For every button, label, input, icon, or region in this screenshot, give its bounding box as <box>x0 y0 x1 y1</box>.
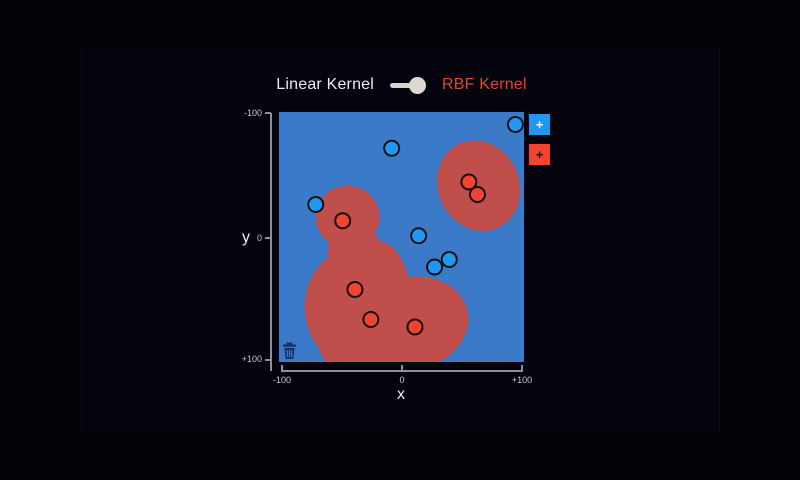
data-point-class-red[interactable] <box>460 173 478 191</box>
y-axis-tick <box>265 112 271 114</box>
y-tick-label: +100 <box>241 354 262 364</box>
plot-area[interactable] <box>279 112 524 362</box>
decision-region-blob <box>437 140 521 232</box>
x-axis-tick <box>281 365 283 370</box>
add-red-point-button[interactable]: + <box>529 144 550 165</box>
linear-kernel-label: Linear Kernel <box>276 76 375 93</box>
x-axis-tick <box>401 365 403 370</box>
y-axis-label: y <box>242 229 250 246</box>
data-point-class-red[interactable] <box>468 186 486 203</box>
x-tick-label: -100 <box>272 375 291 385</box>
plot-svg[interactable] <box>279 112 524 362</box>
y-axis-line <box>270 113 272 371</box>
data-point-class-blue[interactable] <box>426 258 444 276</box>
data-point-class-blue[interactable] <box>410 227 428 245</box>
data-point-class-blue[interactable] <box>307 196 325 213</box>
y-axis-tick <box>265 359 271 361</box>
x-axis-line <box>281 370 523 372</box>
toggle-knob[interactable] <box>409 76 427 94</box>
data-point-class-red[interactable] <box>406 318 424 336</box>
x-axis-tick <box>521 365 523 370</box>
y-axis-tick <box>265 237 271 239</box>
x-axis-label: x <box>397 386 405 403</box>
add-blue-point-button[interactable]: + <box>529 114 550 135</box>
data-point-class-blue[interactable] <box>383 139 401 157</box>
app-panel: Linear Kernel RBF Kernel -100 0 +100 y -… <box>81 48 720 432</box>
toggle-track <box>390 83 421 88</box>
y-tick-label: -100 <box>243 108 262 118</box>
trash-icon[interactable] <box>282 342 297 360</box>
rbf-kernel-label: RBF Kernel <box>442 76 527 93</box>
rbf-decision-region <box>304 140 521 362</box>
kernel-toggle-row: Linear Kernel RBF Kernel <box>276 72 527 98</box>
data-point-class-red[interactable] <box>346 281 364 298</box>
x-tick-label: 0 <box>399 375 405 385</box>
kernel-toggle-switch[interactable] <box>390 76 427 94</box>
data-point-class-blue[interactable] <box>440 251 458 268</box>
data-point-class-red[interactable] <box>362 311 380 328</box>
y-tick-label: 0 <box>256 233 262 243</box>
x-tick-label: +100 <box>511 375 533 385</box>
data-point-class-red[interactable] <box>334 212 352 230</box>
data-point-class-blue[interactable] <box>506 116 524 133</box>
data-points <box>307 116 524 336</box>
